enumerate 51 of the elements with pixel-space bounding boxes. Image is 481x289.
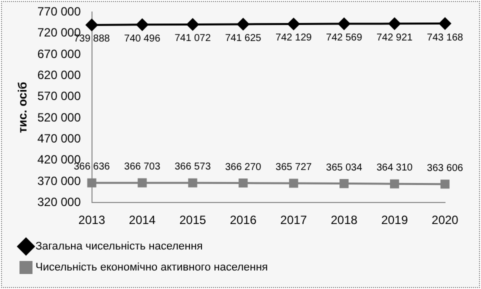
point [289,178,298,188]
point [440,180,450,189]
point [288,18,300,30]
legend-label: Чисельність економічно активного населення [36,262,268,274]
x-tick-label: 2014 [128,213,156,228]
x-tick-label: 2019 [381,213,408,228]
y-tick-label: 770 000 [37,4,82,19]
point [86,18,98,31]
point [87,178,96,188]
data-label: 363 606 [426,162,464,174]
x-tick-label: 2017 [280,213,308,228]
data-label: 365 727 [276,162,312,173]
point [390,179,400,188]
y-tick-label: 570 000 [37,89,82,104]
y-tick-label: 620 000 [37,68,82,82]
x-tick-label: 2015 [179,213,206,228]
y-tick-label: 670 000 [37,46,82,61]
x-tick-label: 2020 [432,213,459,228]
point [238,178,248,188]
x-tick-label: 2018 [330,213,358,228]
y-tick-label: 370 000 [37,174,82,188]
y-tick-label: 520 000 [37,110,82,124]
x-tick-label: 2013 [78,213,106,228]
data-label: 739 888 [74,34,110,45]
data-label: 741 625 [225,32,262,44]
point [186,18,199,30]
point [340,179,349,188]
point [138,178,147,188]
point [188,178,198,188]
point [439,18,451,30]
data-label: 743 168 [426,32,464,44]
point [136,18,148,31]
data-label: 740 496 [124,33,161,44]
data-label: 366 270 [225,162,262,173]
data-label: 741 072 [174,33,212,44]
legend-label: Загальна чисельність населення [36,240,203,253]
data-label: 742 921 [376,32,414,44]
data-label: 364 310 [376,162,414,174]
point [388,18,401,30]
y-axis-title: тис. осіб [16,82,30,133]
data-label: 366 636 [74,162,110,173]
data-label: 365 034 [326,162,363,174]
data-label: 366 573 [174,162,212,173]
data-label: 742 569 [326,32,363,44]
point [338,18,350,30]
y-tick-label: 320 000 [37,194,82,209]
point [237,18,250,30]
y-tick-label: 470 000 [37,131,82,146]
data-label: 366 703 [124,162,161,173]
data-label: 742 129 [276,32,312,44]
x-tick-label: 2016 [230,213,257,228]
